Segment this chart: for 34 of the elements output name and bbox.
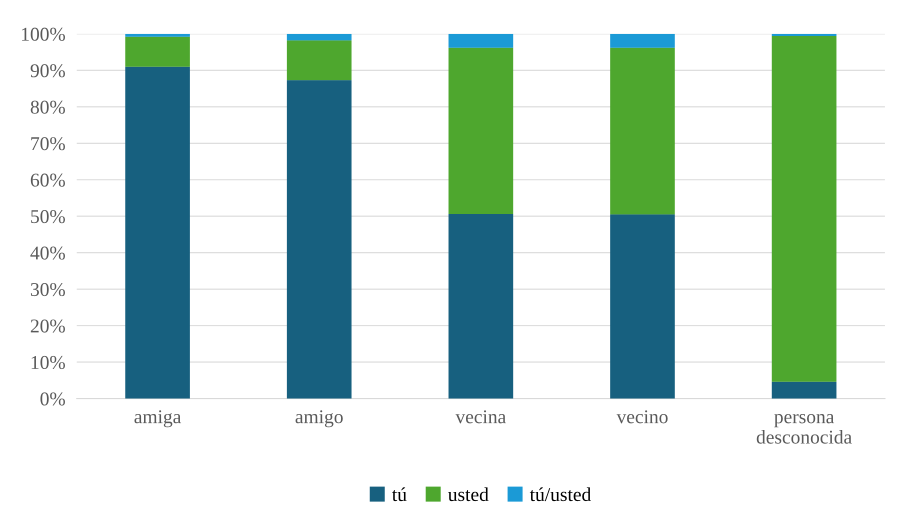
bar (448, 34, 514, 48)
bar (610, 214, 675, 399)
x-tick-label: vecina (455, 410, 506, 424)
y-tick-label: 10% (32, 356, 65, 370)
x-tick-label: vecino (616, 410, 668, 424)
legend-label: tú/usted (530, 487, 592, 502)
bar (448, 214, 514, 399)
y-tick-label: 100% (22, 28, 65, 41)
bar (772, 34, 836, 36)
y-tick-label: 0% (40, 392, 65, 406)
bar (286, 34, 352, 40)
bar (610, 34, 675, 48)
y-tick-label: 40% (30, 246, 65, 260)
x-tick-label: amiga (134, 410, 182, 428)
y-tick-label: 80% (30, 100, 65, 114)
y-tick-label: 70% (31, 137, 65, 150)
bar (772, 382, 836, 399)
bar (286, 80, 352, 399)
y-tick-label: 20% (30, 319, 65, 333)
bar (286, 40, 352, 80)
bar (610, 48, 675, 214)
bar (125, 34, 190, 37)
y-tick-label: 30% (30, 282, 65, 296)
x-tick-label: persona desconocida (756, 414, 852, 444)
y-tick-label: 60% (30, 174, 65, 187)
y-tick-label: 90% (30, 64, 65, 78)
bar (772, 36, 836, 382)
legend-label: tú (392, 487, 407, 502)
bar (125, 66, 190, 399)
bar (125, 36, 190, 67)
legend-label: usted (448, 487, 489, 502)
x-tick-label: amigo (296, 410, 343, 428)
bar (448, 48, 514, 214)
y-tick-label: 50% (31, 210, 65, 224)
